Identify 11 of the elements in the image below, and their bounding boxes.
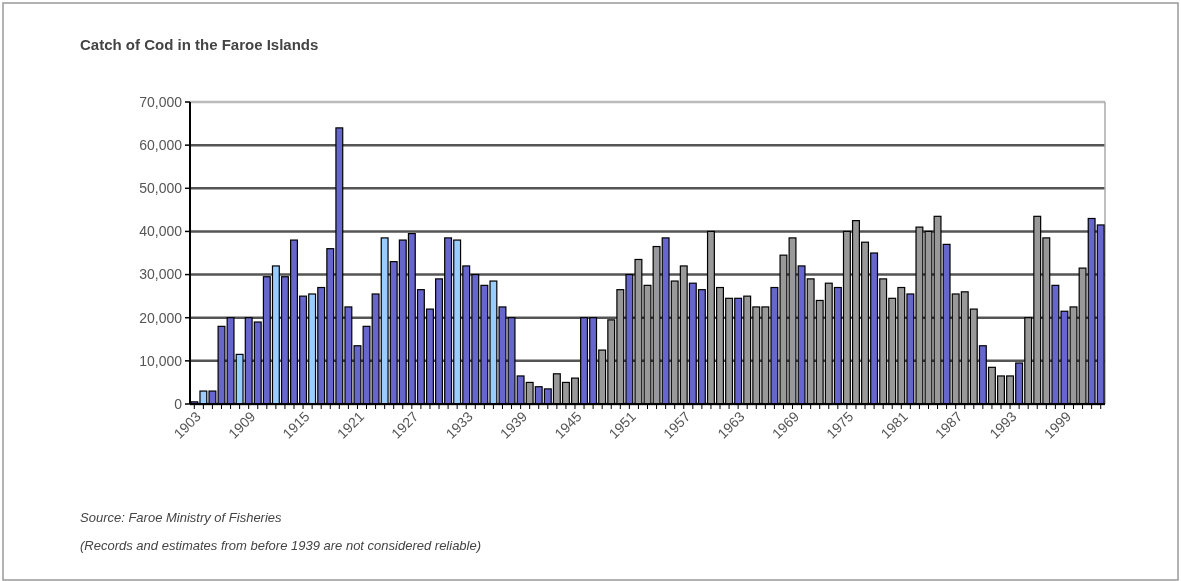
chart-title: Catch of Cod in the Faroe Islands [80,36,319,53]
y-tick-label: 60,000 [139,137,183,154]
text: (Records and estimates from before 1939 are not considered reliable) [80,538,482,553]
y-tick-label: 10,000 [139,352,183,369]
y-tick-label: 70,000 [139,93,183,110]
y-tick-label: 30,000 [139,266,183,283]
y-tick-label: 20,000 [139,309,183,326]
y-tick-label: 40,000 [139,223,183,240]
source-note: Source: Faroe Ministry of Fisheries [80,510,283,525]
y-tick-label: 50,000 [139,180,183,197]
y-tick-label: 0 [174,395,183,412]
